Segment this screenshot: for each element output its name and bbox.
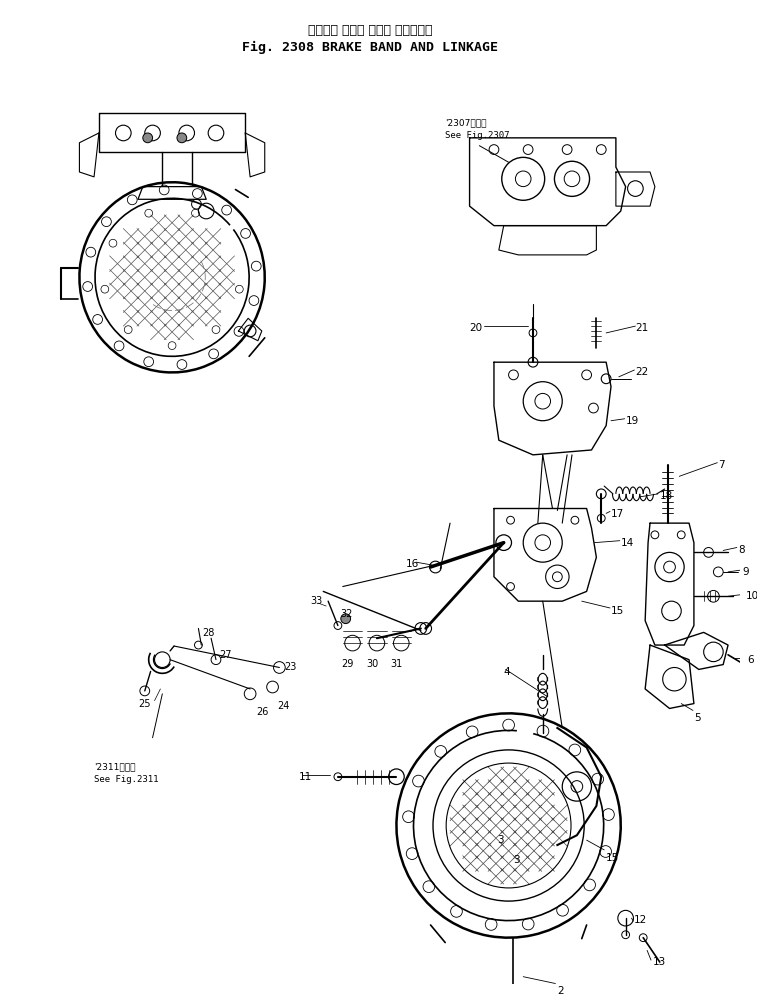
Text: 4: 4: [503, 666, 510, 676]
Text: 15: 15: [611, 606, 625, 616]
Text: ブレーキ バンド および リンケージ: ブレーキ バンド および リンケージ: [308, 24, 432, 37]
Text: 14: 14: [621, 538, 634, 548]
Text: See Fig.2307: See Fig.2307: [445, 131, 509, 140]
Text: 28: 28: [202, 628, 215, 638]
Text: 20: 20: [469, 324, 483, 334]
Text: 22: 22: [635, 367, 649, 377]
Text: 33: 33: [310, 596, 322, 606]
Text: 3: 3: [497, 836, 504, 846]
Text: 10: 10: [746, 591, 757, 601]
Text: 23: 23: [284, 661, 297, 671]
Text: 29: 29: [341, 658, 354, 668]
Text: 8: 8: [738, 545, 744, 554]
Text: '2311図参照: '2311図参照: [94, 763, 136, 772]
Text: 15: 15: [606, 853, 619, 863]
Text: 17: 17: [611, 508, 625, 518]
Text: 25: 25: [138, 698, 151, 708]
Text: 5: 5: [694, 713, 700, 723]
Text: 19: 19: [625, 416, 639, 426]
Circle shape: [177, 133, 187, 142]
Text: 12: 12: [634, 915, 646, 925]
Text: 21: 21: [635, 324, 649, 334]
Text: 26: 26: [256, 706, 268, 716]
Text: 6: 6: [748, 655, 754, 664]
Text: 32: 32: [340, 609, 352, 619]
Text: 16: 16: [407, 559, 419, 569]
Text: 27: 27: [219, 650, 232, 660]
Text: See Fig.2311: See Fig.2311: [94, 775, 158, 784]
Text: 3: 3: [513, 855, 520, 865]
Text: 11: 11: [299, 772, 312, 782]
Text: 30: 30: [366, 658, 378, 668]
Text: Fig. 2308 BRAKE BAND AND LINKAGE: Fig. 2308 BRAKE BAND AND LINKAGE: [242, 41, 498, 54]
Text: 2: 2: [557, 986, 564, 996]
Text: 13: 13: [653, 957, 666, 967]
Circle shape: [143, 133, 153, 142]
Text: 7: 7: [718, 460, 725, 470]
Text: 9: 9: [743, 567, 749, 577]
Text: 24: 24: [277, 700, 290, 710]
Text: 31: 31: [391, 658, 403, 668]
Text: '2307図参照: '2307図参照: [445, 118, 487, 127]
Text: 18: 18: [660, 491, 673, 501]
Circle shape: [341, 614, 350, 623]
